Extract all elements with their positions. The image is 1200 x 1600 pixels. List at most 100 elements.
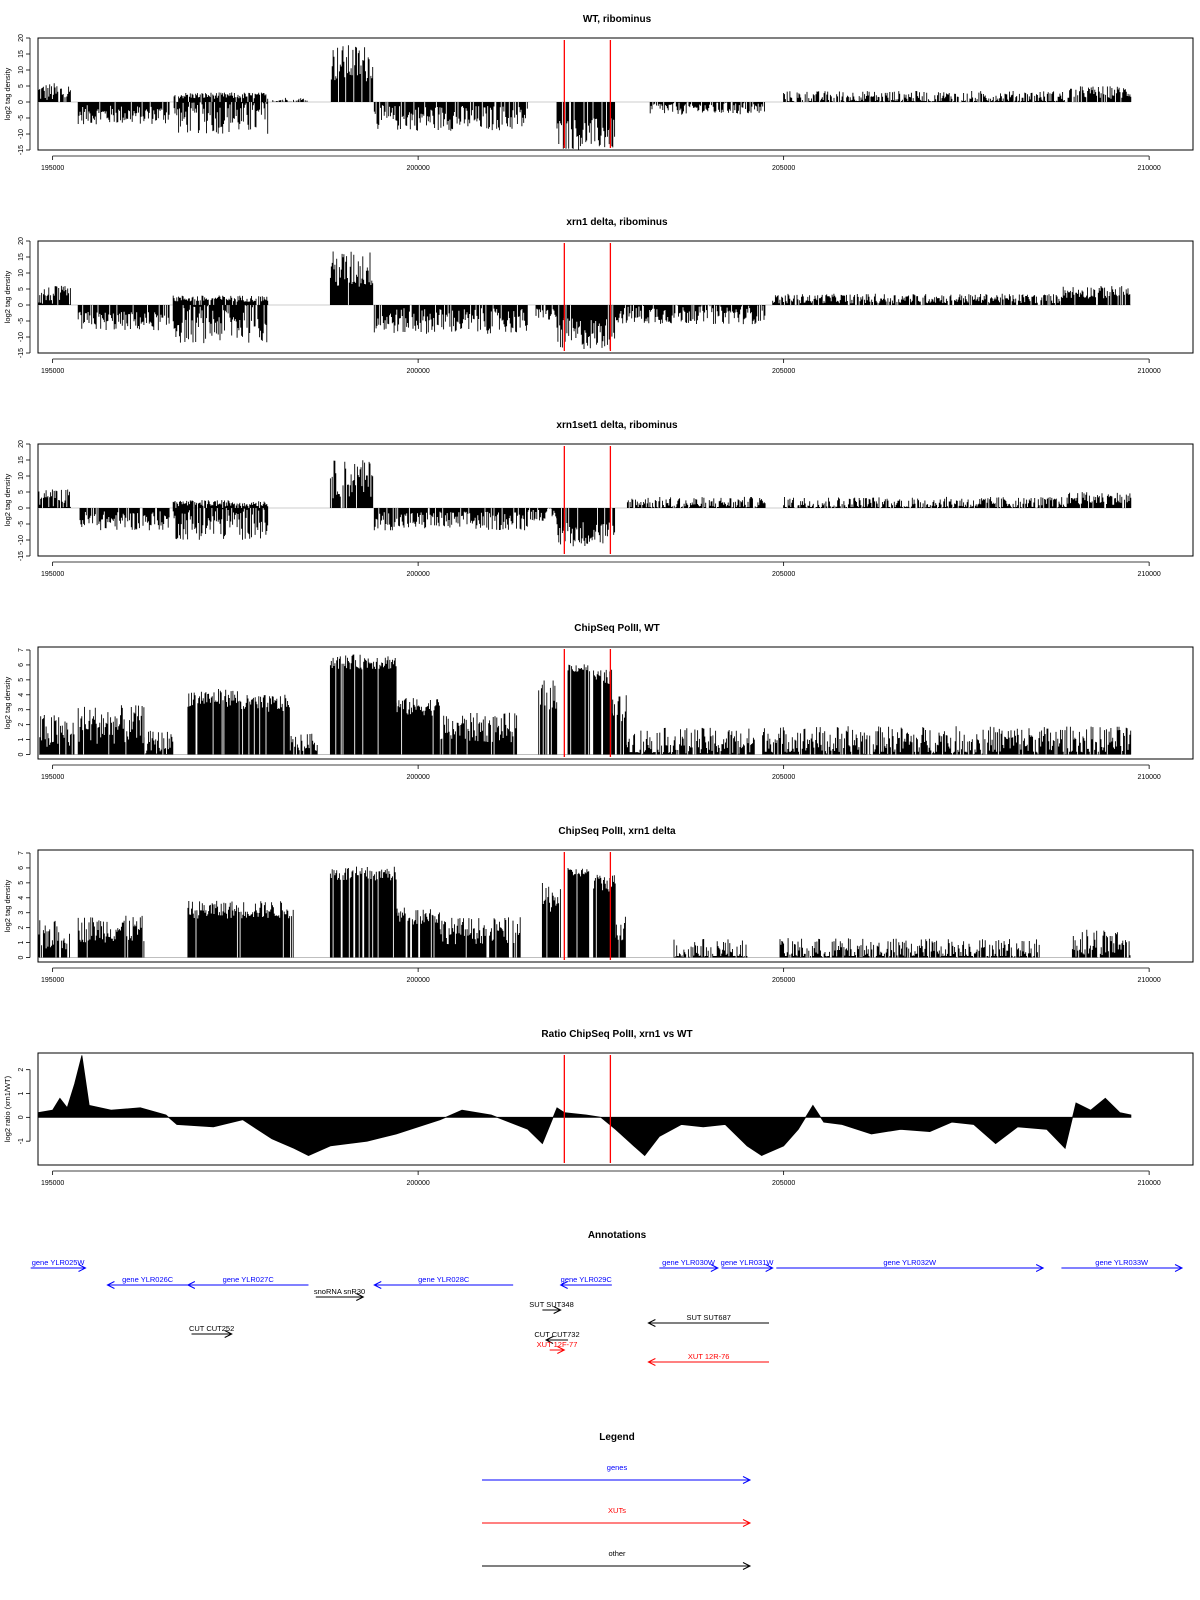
annotation-label: gene YLR033W bbox=[1095, 1258, 1149, 1267]
annotation-label: gene YLR029C bbox=[561, 1275, 613, 1284]
y-axis-label: log2 tag density bbox=[3, 270, 12, 323]
x-tick-label: 205000 bbox=[772, 165, 795, 172]
annotation-xut: XUT 12F-77 bbox=[537, 1340, 578, 1354]
signal-bars bbox=[38, 654, 1132, 755]
x-tick-label: 205000 bbox=[772, 977, 795, 984]
annotation-gene: gene YLR025W bbox=[30, 1258, 87, 1272]
annotation-label: gene YLR032W bbox=[883, 1258, 937, 1267]
y-tick-label: 7 bbox=[18, 648, 25, 652]
annotation-other: SUT SUT348 bbox=[529, 1300, 574, 1314]
x-tick-label: 210000 bbox=[1137, 368, 1160, 375]
arrow-head-icon bbox=[765, 1264, 774, 1272]
track-title: xrn1 delta, ribominus bbox=[566, 217, 668, 228]
arrow-head-icon bbox=[559, 1281, 568, 1289]
annotation-label: gene YLR025W bbox=[32, 1258, 86, 1267]
annotation-other: CUT CUT732 bbox=[534, 1330, 580, 1344]
annotations-title: Annotations bbox=[588, 1230, 647, 1241]
signal-bars bbox=[38, 45, 1132, 150]
x-tick-label: 195000 bbox=[41, 774, 64, 781]
ratio-area bbox=[38, 1055, 1132, 1157]
arrow-head-icon bbox=[373, 1281, 382, 1289]
arrow-head-icon bbox=[1174, 1264, 1184, 1272]
y-tick-label: 3 bbox=[18, 911, 25, 915]
y-axis-label: log2 tag density bbox=[3, 879, 12, 932]
y-tick-label: 1 bbox=[18, 738, 25, 742]
plot-frame bbox=[37, 443, 1194, 557]
annotation-label: XUT 12F-77 bbox=[537, 1340, 578, 1349]
annotation-label: gene YLR031W bbox=[721, 1258, 775, 1267]
plot-frame bbox=[37, 646, 1194, 760]
track-title: Ratio ChipSeq PolII, xrn1 vs WT bbox=[541, 1029, 692, 1040]
y-tick-label: 15 bbox=[18, 253, 25, 261]
annotation-gene: gene YLR031W bbox=[721, 1258, 775, 1272]
y-tick-label: 4 bbox=[18, 896, 25, 900]
x-tick-label: 195000 bbox=[41, 977, 64, 984]
x-tick-label: 210000 bbox=[1137, 571, 1160, 578]
arrow-head-icon bbox=[742, 1476, 752, 1484]
arrow-head-icon bbox=[647, 1319, 656, 1327]
track-panel: ChipSeq PolII, xrn1 delta 0 1 2 3 4 5 6 7 log2 ta… bbox=[3, 826, 1194, 984]
y-tick-label: 7 bbox=[18, 851, 25, 855]
track-title: ChipSeq PolII, xrn1 delta bbox=[558, 826, 676, 837]
annotation-label: SUT SUT348 bbox=[529, 1300, 573, 1309]
data-layer bbox=[38, 1055, 1132, 1157]
annotation-label: XUT 12R-76 bbox=[688, 1352, 730, 1361]
data-layer bbox=[38, 866, 1131, 958]
x-tick-label: 200000 bbox=[406, 774, 429, 781]
x-tick-label: 200000 bbox=[406, 165, 429, 172]
y-tick-label: 10 bbox=[18, 66, 25, 74]
y-axis-label: log2 tag density bbox=[3, 676, 12, 729]
x-tick-label: 210000 bbox=[1137, 774, 1160, 781]
y-tick-label: 5 bbox=[18, 287, 25, 291]
annotation-gene: gene YLR030W bbox=[659, 1258, 719, 1272]
track-panel: xrn1 delta, ribominus -15 -10 -5 0 5 10 15 20 log… bbox=[3, 217, 1194, 375]
legend-entry: XUTs bbox=[482, 1506, 752, 1527]
annotation-gene: gene YLR026C bbox=[106, 1275, 188, 1289]
y-tick-label: 5 bbox=[18, 490, 25, 494]
y-axis-label: log2 ratio (xrn1/WT) bbox=[3, 1075, 12, 1142]
y-tick-label: -10 bbox=[18, 535, 25, 545]
y-tick-label: 2 bbox=[18, 723, 25, 727]
arrow-head-icon bbox=[557, 1346, 566, 1354]
x-tick-label: 195000 bbox=[41, 1180, 64, 1187]
y-tick-label: 3 bbox=[18, 708, 25, 712]
y-tick-label: -10 bbox=[18, 332, 25, 342]
y-tick-label: 0 bbox=[18, 100, 25, 104]
legend-label: XUTs bbox=[608, 1506, 626, 1515]
legend-panel: Legend genes XUTs other bbox=[482, 1432, 752, 1570]
y-tick-label: 0 bbox=[18, 506, 25, 510]
annotation-gene: gene YLR032W bbox=[776, 1258, 1045, 1272]
y-tick-label: 1 bbox=[18, 941, 25, 945]
x-tick-label: 200000 bbox=[406, 1180, 429, 1187]
legend-entry: other bbox=[482, 1549, 752, 1570]
signal-bars bbox=[38, 251, 1131, 350]
annotation-label: SUT SUT687 bbox=[686, 1313, 730, 1322]
annotation-other: snoRNA snR30 bbox=[314, 1287, 365, 1301]
data-layer bbox=[38, 654, 1132, 755]
arrow-head-icon bbox=[186, 1281, 196, 1289]
track-panel: Ratio ChipSeq PolII, xrn1 vs WT -1 0 1 2 log2… bbox=[3, 1029, 1194, 1187]
y-tick-label: 15 bbox=[18, 456, 25, 464]
arrow-head-icon bbox=[356, 1293, 365, 1301]
y-axis-label: log2 tag density bbox=[3, 473, 12, 526]
legend-entry: genes bbox=[482, 1463, 752, 1484]
y-tick-label: 0 bbox=[18, 752, 25, 756]
legend-label: genes bbox=[607, 1463, 628, 1472]
y-tick-label: 0 bbox=[18, 303, 25, 307]
annotation-label: CUT CUT252 bbox=[189, 1324, 234, 1333]
y-tick-label: 2 bbox=[18, 926, 25, 930]
signal-bars bbox=[38, 866, 1131, 958]
track-title: xrn1set1 delta, ribominus bbox=[556, 420, 678, 431]
y-tick-label: 0 bbox=[18, 1115, 25, 1119]
track-panel: WT, ribominus -15 -10 -5 0 5 10 15 20 log2 tag de… bbox=[3, 14, 1194, 172]
arrow-head-icon bbox=[553, 1306, 562, 1314]
x-tick-label: 200000 bbox=[406, 571, 429, 578]
arrow-head-icon bbox=[78, 1264, 87, 1272]
y-tick-label: -15 bbox=[18, 551, 25, 561]
track-panel: xrn1set1 delta, ribominus -15 -10 -5 0 5 10 15 2… bbox=[3, 420, 1194, 578]
y-axis-label: log2 tag density bbox=[3, 67, 12, 120]
arrow-head-icon bbox=[647, 1358, 656, 1366]
annotation-xut: XUT 12R-76 bbox=[647, 1352, 770, 1366]
arrow-head-icon bbox=[544, 1336, 554, 1344]
